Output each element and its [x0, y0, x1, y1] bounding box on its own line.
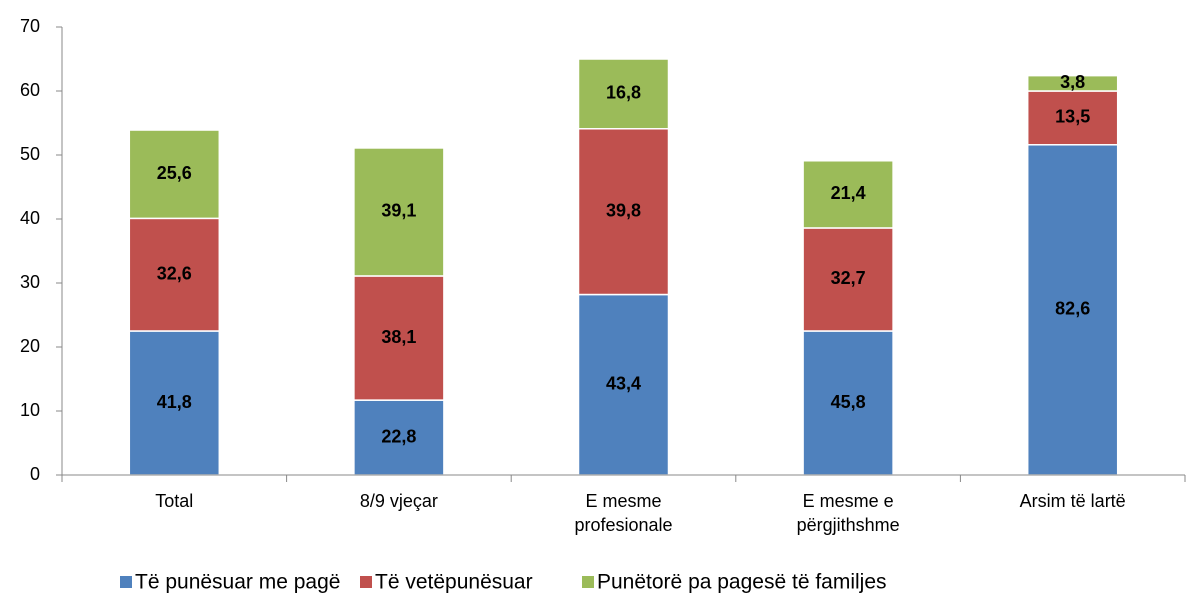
legend-swatch: [120, 576, 132, 588]
legend-label: Punëtorë pa pagesë të familjes: [597, 571, 887, 594]
y-tick-label: 40: [20, 208, 40, 228]
data-label: 25,6: [157, 163, 192, 183]
x-tick-label: Total: [155, 491, 193, 511]
y-tick-label: 10: [20, 400, 40, 420]
y-tick-label: 0: [30, 464, 40, 484]
bar-segment: [353, 147, 445, 277]
data-label: 3,8: [1060, 72, 1085, 92]
data-label: 39,1: [381, 201, 416, 221]
data-label: 45,8: [831, 392, 866, 412]
data-label: 38,1: [381, 327, 416, 347]
x-tick-line: E mesme: [585, 491, 661, 511]
x-tick-label: 8/9 vjeçar: [360, 491, 438, 511]
bar-segment: [353, 275, 445, 401]
legend-label: Të vetëpunësuar: [375, 571, 533, 594]
x-tick-line: 8/9 vjeçar: [360, 491, 438, 511]
data-label: 32,6: [157, 263, 192, 283]
data-label: 21,4: [831, 183, 866, 203]
x-tick-label: E mesme e përgjithshme: [797, 491, 900, 535]
legend-label: Të punësuar me pagë: [135, 571, 340, 594]
legend-swatch: [360, 576, 372, 588]
data-label: 22,8: [381, 426, 416, 446]
y-tick-label: 70: [20, 16, 40, 36]
bar-segment: [1026, 90, 1119, 146]
x-tick-line: profesionale: [574, 515, 672, 535]
data-label: 82,6: [1055, 299, 1090, 319]
bar-segment: [802, 330, 894, 476]
legend-swatch: [582, 576, 594, 588]
data-label: 39,8: [606, 200, 641, 220]
y-tick-label: 20: [20, 336, 40, 356]
x-tick-line: Arsim të lartë: [1020, 491, 1126, 511]
bar-segment: [577, 58, 670, 130]
data-label: 13,5: [1055, 107, 1090, 127]
bar-segment: [128, 217, 221, 332]
y-tick-label: 50: [20, 144, 40, 164]
data-label: 43,4: [606, 374, 641, 394]
data-label: 16,8: [606, 83, 641, 103]
bar-segment: [577, 128, 670, 296]
y-tick-label: 30: [20, 272, 40, 292]
x-tick-line: E mesme e: [803, 491, 894, 511]
bar-segment: [128, 129, 221, 220]
bar-segment: [802, 160, 894, 229]
x-tick-label: E mesme profesionale: [574, 491, 672, 535]
x-tick-line: përgjithshme: [797, 515, 900, 535]
data-label: 41,8: [157, 392, 192, 412]
bar-segment: [128, 330, 221, 476]
data-label: 32,7: [831, 268, 866, 288]
bar-segment: [1026, 74, 1119, 92]
y-tick-label: 60: [20, 80, 40, 100]
bar-segment: [1026, 144, 1119, 476]
x-tick-line: Total: [155, 491, 193, 511]
x-tick-label: Arsim të lartë: [1020, 491, 1126, 511]
